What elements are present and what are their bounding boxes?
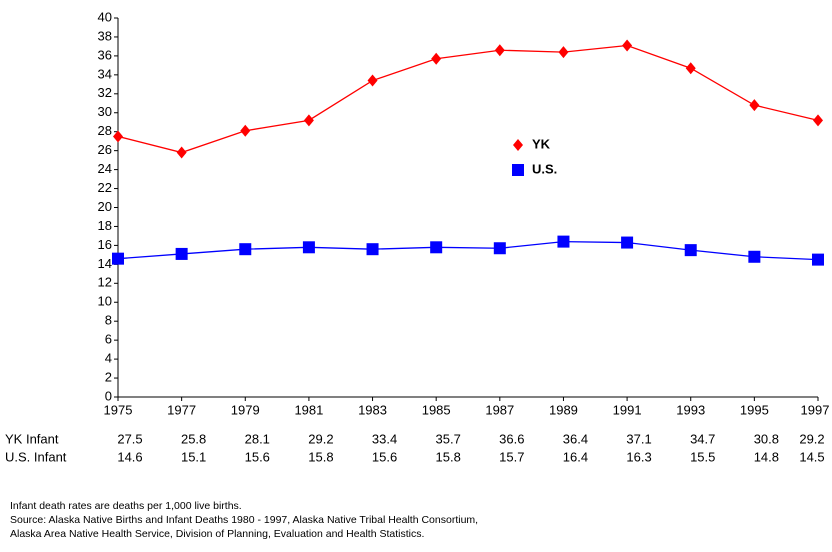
y-tick-label: 2 xyxy=(105,369,112,384)
y-tick-label: 8 xyxy=(105,313,112,328)
point xyxy=(813,114,823,127)
table-cell: 36.6 xyxy=(499,431,524,446)
y-tick-label: 36 xyxy=(98,47,112,62)
y-tick-label: 4 xyxy=(105,351,112,366)
y-tick-label: 34 xyxy=(98,66,112,81)
table-row-label: U.S. Infant xyxy=(5,449,67,464)
y-tick-label: 16 xyxy=(98,237,112,252)
point xyxy=(748,250,761,263)
y-tick-label: 14 xyxy=(98,256,112,271)
x-tick-label: 1991 xyxy=(613,402,642,417)
table-cell: 14.8 xyxy=(754,449,779,464)
table-cell: 15.5 xyxy=(690,449,715,464)
y-tick-label: 28 xyxy=(98,123,112,138)
table-cell: 28.1 xyxy=(245,431,270,446)
note: Infant death rates are deaths per 1,000 … xyxy=(10,500,242,512)
table-cell: 35.7 xyxy=(436,431,461,446)
y-tick-label: 40 xyxy=(98,9,112,24)
y-tick-label: 24 xyxy=(98,161,112,176)
table-cell: 30.8 xyxy=(754,431,779,446)
y-tick-label: 12 xyxy=(98,275,112,290)
point xyxy=(239,243,252,256)
table-row-label: YK Infant xyxy=(5,431,59,446)
table-cell: 15.7 xyxy=(499,449,524,464)
legend-marker xyxy=(513,139,523,151)
note: Source: Alaska Native Births and Infant … xyxy=(10,514,478,526)
legend-label: U.S. xyxy=(532,161,557,176)
table-cell: 25.8 xyxy=(181,431,206,446)
point xyxy=(367,74,378,87)
point xyxy=(430,241,443,254)
table-cell: 15.1 xyxy=(181,449,206,464)
point xyxy=(176,146,187,159)
table-cell: 15.6 xyxy=(372,449,397,464)
table-cell: 14.5 xyxy=(799,449,824,464)
table-cell: 14.6 xyxy=(117,449,142,464)
table-cell: 34.7 xyxy=(690,431,715,446)
note: Alaska Area Native Health Service, Divis… xyxy=(10,528,424,540)
y-tick-label: 20 xyxy=(98,199,112,214)
point xyxy=(685,62,696,75)
point xyxy=(557,235,570,248)
point xyxy=(113,130,123,143)
point xyxy=(112,252,124,265)
x-tick-label: 1977 xyxy=(167,402,196,417)
point xyxy=(493,242,506,255)
table-cell: 37.1 xyxy=(626,431,651,446)
point xyxy=(494,44,505,57)
table-cell: 15.6 xyxy=(245,449,270,464)
y-tick-label: 10 xyxy=(98,294,112,309)
legend-marker xyxy=(512,164,524,176)
x-tick-label: 1983 xyxy=(358,402,387,417)
table-cell: 16.3 xyxy=(626,449,651,464)
x-tick-label: 1989 xyxy=(549,402,578,417)
point xyxy=(366,243,379,256)
x-tick-label: 1981 xyxy=(294,402,323,417)
table-cell: 27.5 xyxy=(117,431,142,446)
x-tick-label: 1993 xyxy=(676,402,705,417)
point xyxy=(812,253,824,266)
table-cell: 33.4 xyxy=(372,431,397,446)
y-tick-label: 18 xyxy=(98,218,112,233)
point xyxy=(558,46,569,59)
x-tick-label: 1997 xyxy=(801,402,830,417)
point xyxy=(303,114,314,127)
point xyxy=(684,244,697,257)
y-tick-label: 32 xyxy=(98,85,112,100)
series-line xyxy=(117,240,819,261)
y-tick-label: 30 xyxy=(98,104,112,119)
series-line xyxy=(117,44,819,154)
x-tick-label: 1995 xyxy=(740,402,769,417)
table-cell: 15.8 xyxy=(436,449,461,464)
x-tick-label: 1979 xyxy=(231,402,260,417)
y-tick-label: 38 xyxy=(98,28,112,43)
y-tick-label: 26 xyxy=(98,142,112,157)
y-tick-label: 6 xyxy=(105,332,112,347)
point xyxy=(749,99,760,112)
point xyxy=(302,241,315,254)
x-tick-label: 1985 xyxy=(422,402,451,417)
y-tick-label: 22 xyxy=(98,180,112,195)
point xyxy=(622,39,633,52)
point xyxy=(621,236,634,249)
table-cell: 36.4 xyxy=(563,431,588,446)
table-cell: 16.4 xyxy=(563,449,588,464)
table-cell: 29.2 xyxy=(799,431,824,446)
x-tick-label: 1987 xyxy=(485,402,514,417)
y-tick-label: 0 xyxy=(105,388,112,403)
point xyxy=(431,52,442,65)
point xyxy=(240,124,251,137)
legend-label: YK xyxy=(532,136,551,151)
table-cell: 29.2 xyxy=(308,431,333,446)
point xyxy=(175,247,188,260)
x-tick-label: 1975 xyxy=(104,402,133,417)
table-cell: 15.8 xyxy=(308,449,333,464)
